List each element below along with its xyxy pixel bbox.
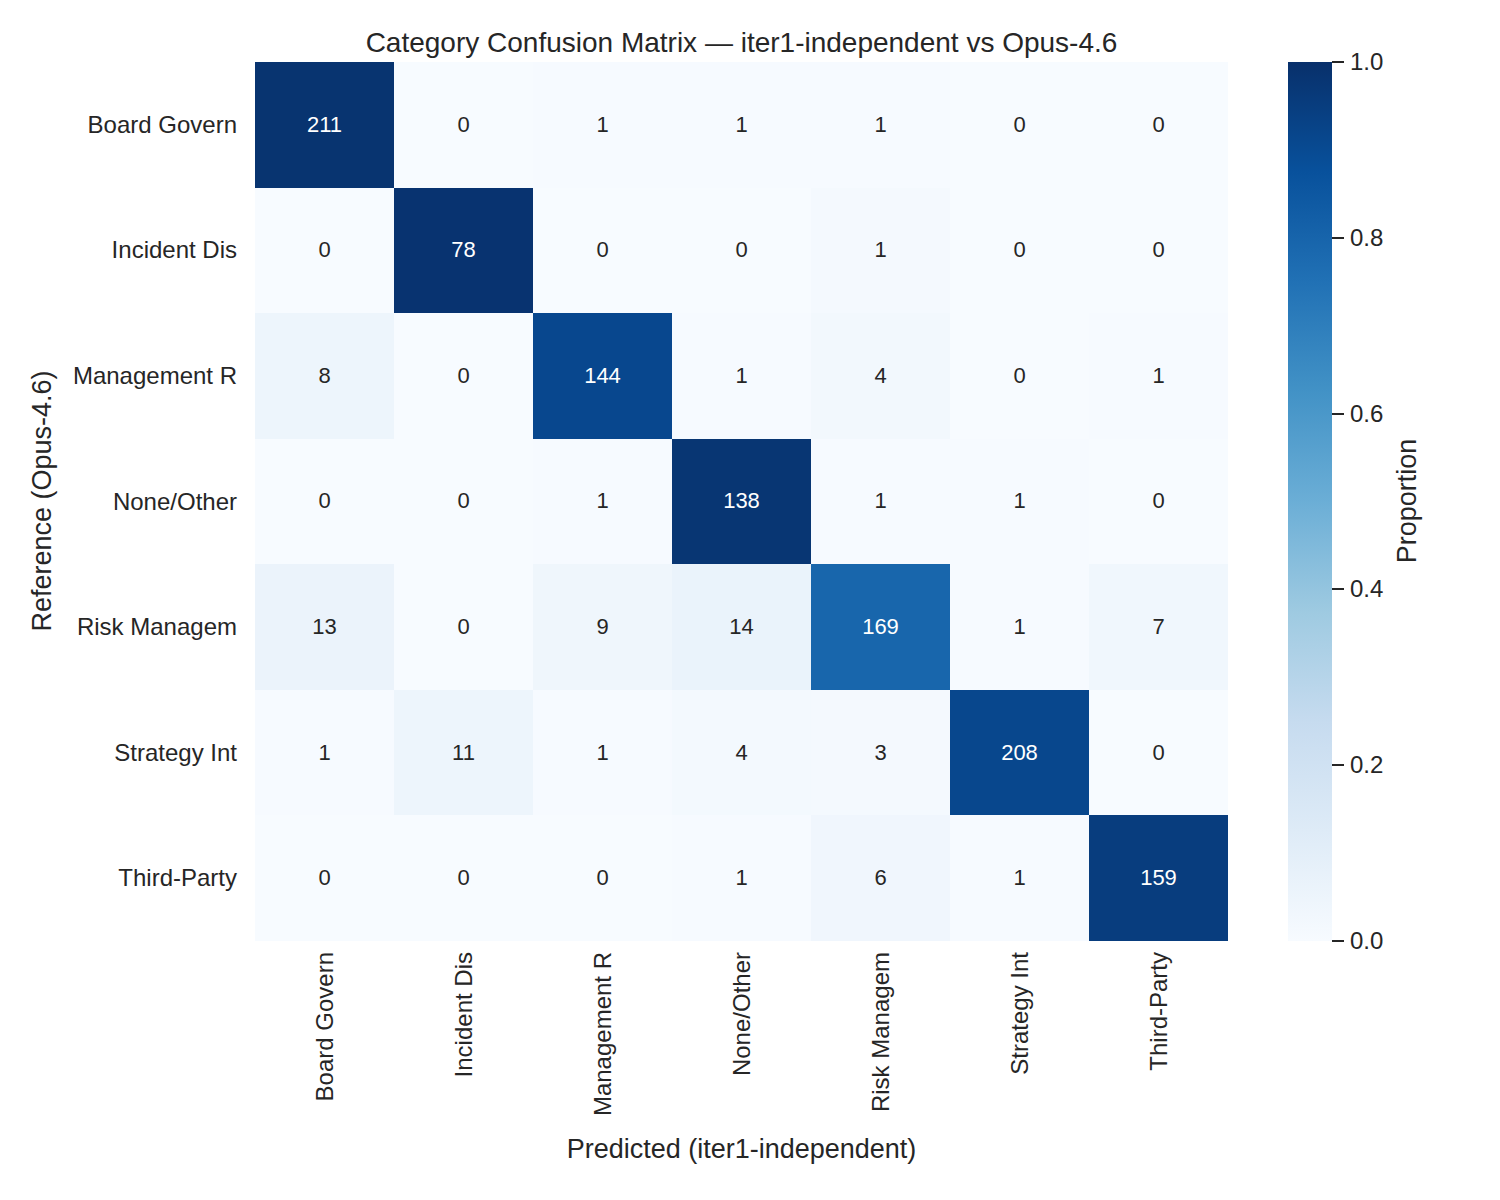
matrix-cell: 138 <box>672 439 811 565</box>
matrix-cell: 11 <box>394 690 533 816</box>
matrix-cell: 8 <box>255 313 394 439</box>
y-tick-label: Incident Dis <box>0 235 237 265</box>
y-tick-label: Management R <box>0 361 237 391</box>
colorbar-tick-mark <box>1332 588 1344 590</box>
matrix-cell: 6 <box>811 815 950 941</box>
x-tick-label-text: Board Govern <box>311 952 339 1101</box>
x-tick-label-text: Incident Dis <box>450 952 478 1077</box>
colorbar-tick-mark <box>1332 237 1344 239</box>
matrix-cell: 3 <box>811 690 950 816</box>
x-tick-label-text: None/Other <box>728 952 756 1076</box>
matrix-cell: 1 <box>950 564 1089 690</box>
colorbar-tick-label: 0.2 <box>1350 750 1383 780</box>
matrix-cell: 0 <box>533 188 672 314</box>
matrix-cell: 208 <box>950 690 1089 816</box>
matrix-cell: 144 <box>533 313 672 439</box>
x-tick-label-text: Management R <box>589 952 617 1116</box>
y-tick-labels: Board Govern Incident Dis Management R None… <box>0 62 243 941</box>
matrix-cell: 1 <box>672 62 811 188</box>
matrix-cell: 0 <box>1089 62 1228 188</box>
colorbar-tick-mark <box>1332 61 1344 63</box>
matrix-cell: 13 <box>255 564 394 690</box>
matrix-cell: 9 <box>533 564 672 690</box>
matrix-cell: 78 <box>394 188 533 314</box>
heatmap-grid: 2110111000780010080144140100113811013091… <box>255 62 1228 941</box>
matrix-cell: 0 <box>255 439 394 565</box>
matrix-cell: 1 <box>533 62 672 188</box>
colorbar-tick-label: 0.4 <box>1350 574 1383 604</box>
matrix-cell: 14 <box>672 564 811 690</box>
matrix-cell: 1 <box>950 439 1089 565</box>
matrix-cell: 1 <box>672 313 811 439</box>
x-tick-label: Board Govern <box>255 952 394 1101</box>
x-tick-label: Incident Dis <box>394 952 533 1077</box>
matrix-cell: 1 <box>255 690 394 816</box>
colorbar-gradient <box>1288 62 1332 941</box>
x-tick-label-text: Risk Managem <box>867 952 895 1112</box>
matrix-cell: 169 <box>811 564 950 690</box>
x-tick-label: None/Other <box>672 952 811 1076</box>
x-tick-label: Management R <box>533 952 672 1116</box>
x-tick-label-text: Strategy Int <box>1006 952 1034 1075</box>
chart-title: Category Confusion Matrix — iter1-indepe… <box>255 27 1228 59</box>
matrix-cell: 211 <box>255 62 394 188</box>
x-axis-label: Predicted (iter1-independent) <box>255 1134 1228 1165</box>
x-tick-label-text: Third-Party <box>1145 952 1173 1071</box>
matrix-cell: 1 <box>811 62 950 188</box>
colorbar-tick-label: 1.0 <box>1350 47 1383 77</box>
colorbar-label: Proportion <box>1392 439 1423 564</box>
matrix-cell: 0 <box>950 313 1089 439</box>
matrix-cell: 0 <box>394 62 533 188</box>
matrix-cell: 4 <box>672 690 811 816</box>
matrix-cell: 1 <box>1089 313 1228 439</box>
matrix-cell: 0 <box>1089 690 1228 816</box>
colorbar-tick-mark <box>1332 940 1344 942</box>
matrix-cell: 0 <box>255 188 394 314</box>
y-tick-label: Board Govern <box>0 110 237 140</box>
matrix-cell: 4 <box>811 313 950 439</box>
matrix-cell: 0 <box>394 564 533 690</box>
matrix-cell: 1 <box>533 439 672 565</box>
matrix-cell: 0 <box>533 815 672 941</box>
x-tick-label: Third-Party <box>1089 952 1228 1071</box>
y-tick-label: Risk Managem <box>0 612 237 642</box>
matrix-cell: 159 <box>1089 815 1228 941</box>
y-tick-label: Third-Party <box>0 863 237 893</box>
colorbar-tick-label: 0.6 <box>1350 399 1383 429</box>
matrix-cell: 0 <box>394 815 533 941</box>
matrix-cell: 0 <box>950 62 1089 188</box>
matrix-cell: 7 <box>1089 564 1228 690</box>
matrix-cell: 0 <box>1089 439 1228 565</box>
matrix-cell: 1 <box>533 690 672 816</box>
x-tick-label: Strategy Int <box>950 952 1089 1075</box>
matrix-cell: 1 <box>811 439 950 565</box>
matrix-cell: 0 <box>1089 188 1228 314</box>
colorbar-tick-label: 0.0 <box>1350 926 1383 956</box>
colorbar-tick-mark <box>1332 413 1344 415</box>
matrix-cell: 0 <box>394 439 533 565</box>
y-tick-label: Strategy Int <box>0 738 237 768</box>
matrix-cell: 1 <box>950 815 1089 941</box>
matrix-cell: 0 <box>950 188 1089 314</box>
colorbar-tick-label: 0.8 <box>1350 223 1383 253</box>
confusion-matrix-figure: Category Confusion Matrix — iter1-indepe… <box>0 0 1500 1200</box>
matrix-cell: 0 <box>394 313 533 439</box>
x-tick-label: Risk Managem <box>811 952 950 1112</box>
matrix-cell: 0 <box>255 815 394 941</box>
colorbar-tick-mark <box>1332 764 1344 766</box>
matrix-cell: 1 <box>811 188 950 314</box>
matrix-cell: 0 <box>672 188 811 314</box>
y-tick-label: None/Other <box>0 487 237 517</box>
x-tick-labels: Board Govern Incident Dis Management R None… <box>255 952 1228 1142</box>
matrix-cell: 1 <box>672 815 811 941</box>
